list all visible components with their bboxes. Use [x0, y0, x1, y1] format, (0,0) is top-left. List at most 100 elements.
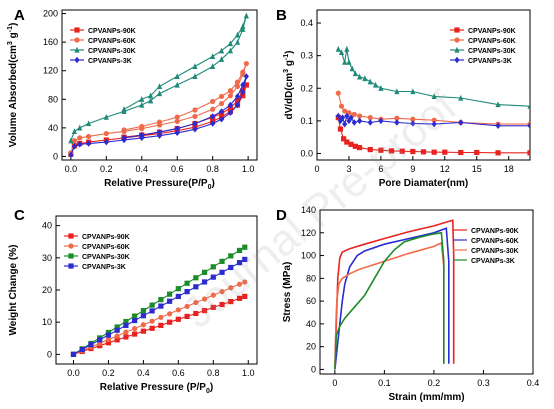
data-point — [227, 40, 234, 47]
data-point — [184, 289, 190, 295]
data-point — [240, 23, 246, 30]
data-point — [243, 73, 249, 80]
data-point — [218, 116, 225, 123]
legend-label: CPVANPs-30K — [468, 48, 516, 55]
data-point — [346, 117, 352, 125]
data-point — [85, 133, 92, 140]
legend-label: CPVANPs-90K — [82, 234, 130, 241]
legend-marker — [454, 37, 460, 43]
data-point — [352, 70, 358, 77]
data-point — [184, 303, 190, 310]
series-line — [334, 219, 455, 370]
x-tick-label: 0.0 — [65, 164, 78, 174]
x-tick-label: 0 — [332, 378, 337, 388]
legend-marker — [74, 37, 80, 43]
y-tick-label: 40 — [306, 319, 316, 329]
data-point — [123, 322, 129, 328]
data-point — [342, 108, 348, 114]
data-point — [242, 256, 248, 263]
legend: CPVANPs-90K CPVANPs-60K CPVANPs-30K CPVANPs… — [64, 233, 130, 271]
data-point — [184, 313, 190, 319]
y-tick-label: 30 — [42, 253, 52, 263]
data-point — [139, 131, 145, 139]
panel-d: D 0 0.1 0.2 0.3 0.4 0 20 40 60 80 100 120 140 Strain (… — [276, 205, 539, 403]
panel-label: B — [276, 7, 287, 24]
data-point — [184, 280, 190, 286]
data-point — [348, 141, 354, 147]
data-point — [201, 296, 208, 302]
data-point — [167, 311, 173, 317]
data-point — [139, 96, 145, 102]
y-tick-label: 80 — [306, 273, 316, 283]
data-point — [348, 114, 354, 121]
data-point — [192, 113, 198, 120]
data-point — [431, 149, 437, 155]
legend-label: CPVANPs-60K — [88, 38, 136, 45]
data-point — [227, 88, 234, 94]
data-point — [236, 281, 243, 287]
data-point — [149, 325, 155, 331]
data-point — [367, 146, 373, 153]
data-point — [228, 298, 234, 305]
legend-marker — [68, 253, 74, 259]
data-point — [103, 130, 109, 137]
data-point — [105, 340, 112, 346]
data-point — [218, 93, 225, 100]
data-point — [121, 106, 127, 112]
data-point — [218, 100, 225, 107]
data-point — [527, 150, 530, 156]
x-tick-label: 0.6 — [171, 164, 184, 174]
data-point — [193, 275, 199, 281]
legend-marker — [454, 46, 460, 53]
y-tick-label: 140 — [301, 205, 316, 215]
x-tick-label: 6 — [378, 164, 383, 174]
data-point — [351, 111, 357, 117]
data-point — [210, 292, 216, 298]
x-tick-label: 0.0 — [67, 368, 80, 378]
data-point — [236, 260, 243, 266]
series-cpvanps-90k — [334, 219, 455, 370]
data-point — [156, 132, 163, 139]
data-point — [227, 101, 234, 109]
data-point — [458, 149, 464, 156]
data-point — [70, 351, 77, 357]
data-point — [240, 88, 246, 96]
x-tick-label: 12 — [440, 164, 450, 174]
data-point — [431, 117, 437, 123]
data-point — [114, 327, 120, 333]
series-line — [334, 227, 450, 370]
data-point — [68, 137, 74, 144]
data-point — [149, 302, 155, 308]
y-axis-label: dV/dD(cm3 g-1) — [283, 50, 295, 119]
x-axis-label: Pore Diamater(nm) — [379, 178, 468, 189]
data-point — [337, 126, 344, 132]
data-point — [105, 332, 112, 338]
data-point — [71, 138, 78, 144]
data-point — [174, 73, 180, 80]
data-point — [388, 148, 395, 154]
series-cpvanps-30k — [334, 241, 445, 370]
data-point — [156, 128, 163, 136]
data-point — [210, 264, 216, 270]
x-tick-label: 0.4 — [137, 368, 150, 378]
data-point — [192, 73, 198, 80]
data-point — [79, 346, 85, 353]
data-point — [346, 58, 352, 65]
data-point — [394, 115, 400, 121]
legend-label: CPVANPs-60K — [471, 238, 519, 245]
y-tick-label: 0.4 — [300, 18, 313, 28]
data-point — [201, 307, 208, 314]
data-point — [219, 258, 225, 264]
series-cpvanps-90k — [70, 293, 248, 357]
series-cpvanps-30k — [335, 45, 530, 109]
data-point — [431, 93, 437, 100]
legend-marker — [68, 263, 74, 269]
y-tick-label: 120 — [301, 228, 316, 238]
data-point — [335, 90, 341, 96]
series-cpvanps-60k — [68, 60, 249, 156]
data-point — [357, 145, 363, 151]
panel-label: A — [14, 7, 25, 24]
data-point — [227, 93, 234, 99]
y-axis-label: Stress (MPa) — [282, 262, 293, 323]
data-point — [218, 56, 225, 62]
